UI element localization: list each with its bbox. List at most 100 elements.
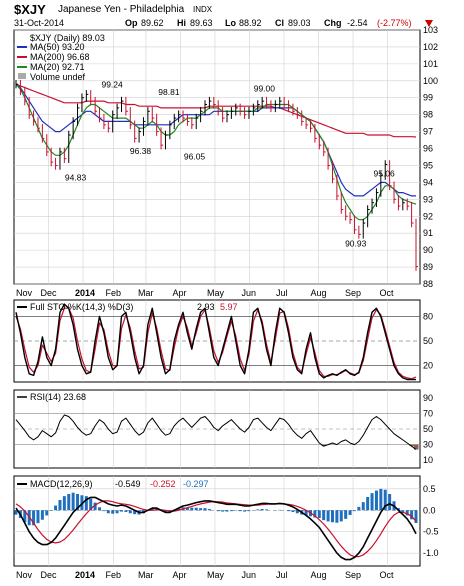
macd-histogram-bar [225,510,229,512]
chg-value: -2.54 [347,18,368,28]
lo-label: Lo [225,18,236,28]
month-label-top: Oct [380,288,395,298]
macd-histogram-bar [256,509,260,511]
macd-histogram-bar [185,507,189,511]
macd-histogram-bar [339,510,343,522]
op-label: Op [125,18,138,28]
macd-histogram-bar [150,508,154,511]
month-label-top: Dec [41,288,58,298]
macd-histogram-bar [93,502,97,511]
macd-histogram-bar [163,510,167,513]
macd-histogram-bar [89,498,93,511]
month-label-top: Nov [16,288,33,298]
sto-tick-label: 80 [423,311,433,321]
legend-volume: Volume undef [30,72,86,82]
legend-price: $XJY (Daily) 89.03 [30,33,105,43]
macd-histogram-bar [357,506,361,511]
macd-histogram-bar [374,490,378,511]
exchange-name: INDX [193,5,213,14]
macd-histogram-bar [388,494,392,511]
price-tick-label: 93 [423,194,433,204]
macd-histogram-bar [410,510,414,520]
series-layer: 99.24 98.81 99.00 94.83 96.38 96.05 95.06 90.93 [14,80,419,561]
price-tick-label: 101 [423,59,438,69]
price-annotation: 99.24 [101,80,123,90]
macd-histogram-bar [344,510,348,519]
symbol-title: $XJY [14,2,46,17]
macd-histogram-bar [207,509,211,511]
month-label-bottom: May [207,570,225,580]
macd-histogram-bar [119,510,123,512]
sto-label: Full STO %K(14,3) %D(3) [30,302,133,312]
price-tick-label: 91 [423,228,433,238]
month-label-bottom: 2014 [75,570,95,580]
price-tick-label: 103 [423,25,438,35]
cl-value: 89.03 [288,18,311,28]
macd-value: -0.549 [115,479,141,489]
macd-histogram-bar [36,510,40,524]
legend-volume-swatch [18,73,26,79]
macd-histogram-bar [291,510,295,512]
macd-histogram-bar [98,507,102,511]
rsi-tick-label: 10 [423,455,433,465]
legend-ma200: MA(200) 96.68 [30,52,90,62]
macd-line [15,496,417,561]
macd-histogram-bar [414,510,418,524]
macd-histogram-bar [177,508,181,511]
month-label-bottom: Feb [105,570,121,580]
macd-histogram-bar [335,510,339,523]
price-tick-label: 98 [423,110,433,120]
macd-histogram-bar [102,510,106,512]
month-label-top: Jul [276,288,288,298]
macd-histogram-bar [383,489,387,511]
macd-histogram-bar [247,510,251,512]
macd-histogram-bar [14,510,18,515]
month-label-top: Feb [105,288,121,298]
ma20-line [15,83,417,221]
price-annotation: 94.83 [65,172,87,182]
macd-histogram-bar [67,494,71,511]
macd-histogram-bar [313,510,317,518]
rsi-oversold-fill [321,444,327,447]
price-tick-label: 92 [423,211,433,221]
macd-signal-value: -0.252 [150,479,176,489]
macd-histogram-bar [194,507,198,511]
macd-histogram-bar [133,510,137,515]
macd-histogram-bar [361,502,365,511]
macd-histogram-bar [40,510,44,520]
price-tick-label: 97 [423,127,433,137]
macd-label: MACD(12,26,9) [30,479,93,489]
lo-value: 88.92 [239,18,262,28]
macd-tick-label: -1.0 [423,548,439,558]
macd-histogram-bar [265,509,269,511]
macd-histogram-bar [58,500,62,511]
macd-histogram-bar [106,510,110,514]
macd-panel-frame [13,475,421,567]
macd-histogram-bar [54,505,58,511]
macd-hist-value: -0.297 [183,479,209,489]
macd-histogram-bar [379,488,383,511]
macd-tick-label: 0.5 [423,484,436,494]
month-label-top: Apr [172,288,186,298]
macd-histogram-bar [76,494,80,511]
op-value: 89.62 [141,18,164,28]
month-label-top: Sep [345,288,361,298]
macd-histogram-bar [190,507,194,511]
macd-histogram-bar [45,510,49,516]
macd-histogram-bar [348,510,352,515]
macd-tick-label: 0.0 [423,505,436,515]
macd-tick-label: -0.5 [423,527,439,537]
price-tick-label: 89 [423,262,433,272]
macd-histogram-bar [199,508,203,511]
sto-k-line [15,303,417,381]
month-label-top: Aug [311,288,327,298]
price-tick-label: 99 [423,93,433,103]
instrument-name: Japanese Yen - Philadelphia [58,4,185,15]
rsi-tick-label: 90 [423,393,433,403]
macd-histogram-bar [304,510,308,516]
month-label-bottom: Jul [276,570,288,580]
rsi-line [15,414,417,450]
price-annotation: 95.06 [373,168,395,178]
macd-histogram-bar [317,510,321,518]
